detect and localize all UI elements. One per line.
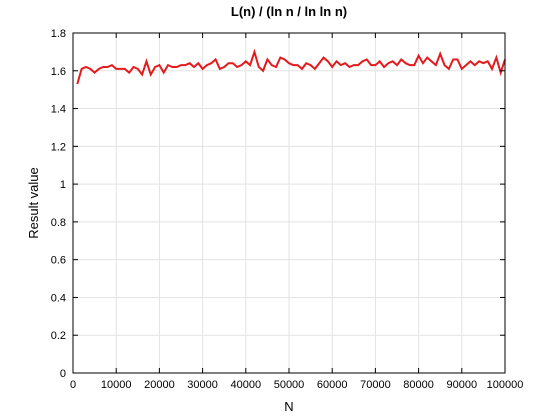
y-tick-label: 0.4 [51,292,66,304]
y-tick-label: 1.4 [51,104,66,116]
axis-ticks: 0 10000 20000 30000 40000 50000 60000 70000 8000… [51,28,524,391]
y-tick-label: 0.8 [51,217,66,229]
y-tick-label: 1.8 [51,28,66,40]
y-tick-label: 0.2 [51,330,66,342]
grid [72,32,506,374]
x-tick-label: 70000 [360,379,391,391]
y-tick-label: 1 [60,179,66,191]
x-tick-label: 50000 [274,379,305,391]
y-axis-label: Result value [26,167,41,239]
y-tick-label: 0 [60,368,66,380]
x-tick-label: 20000 [144,379,175,391]
y-tick-label: 1.6 [51,66,66,78]
chart-title: L(n) / (ln n / ln ln n) [231,4,347,19]
y-tick-label: 1.2 [51,141,66,153]
x-tick-label: 100000 [487,379,524,391]
series-layer [76,48,506,85]
x-tick-label: 90000 [447,379,478,391]
x-tick-label: 80000 [403,379,434,391]
x-tick-label: 60000 [317,379,348,391]
x-tick-label: 40000 [231,379,262,391]
y-tick-label: 0.6 [51,255,66,267]
x-tick-label: 10000 [101,379,132,391]
x-tick-label: 0 [70,379,76,391]
x-tick-label: 30000 [187,379,218,391]
x-axis-label: N [284,399,293,414]
series-line [76,48,506,85]
